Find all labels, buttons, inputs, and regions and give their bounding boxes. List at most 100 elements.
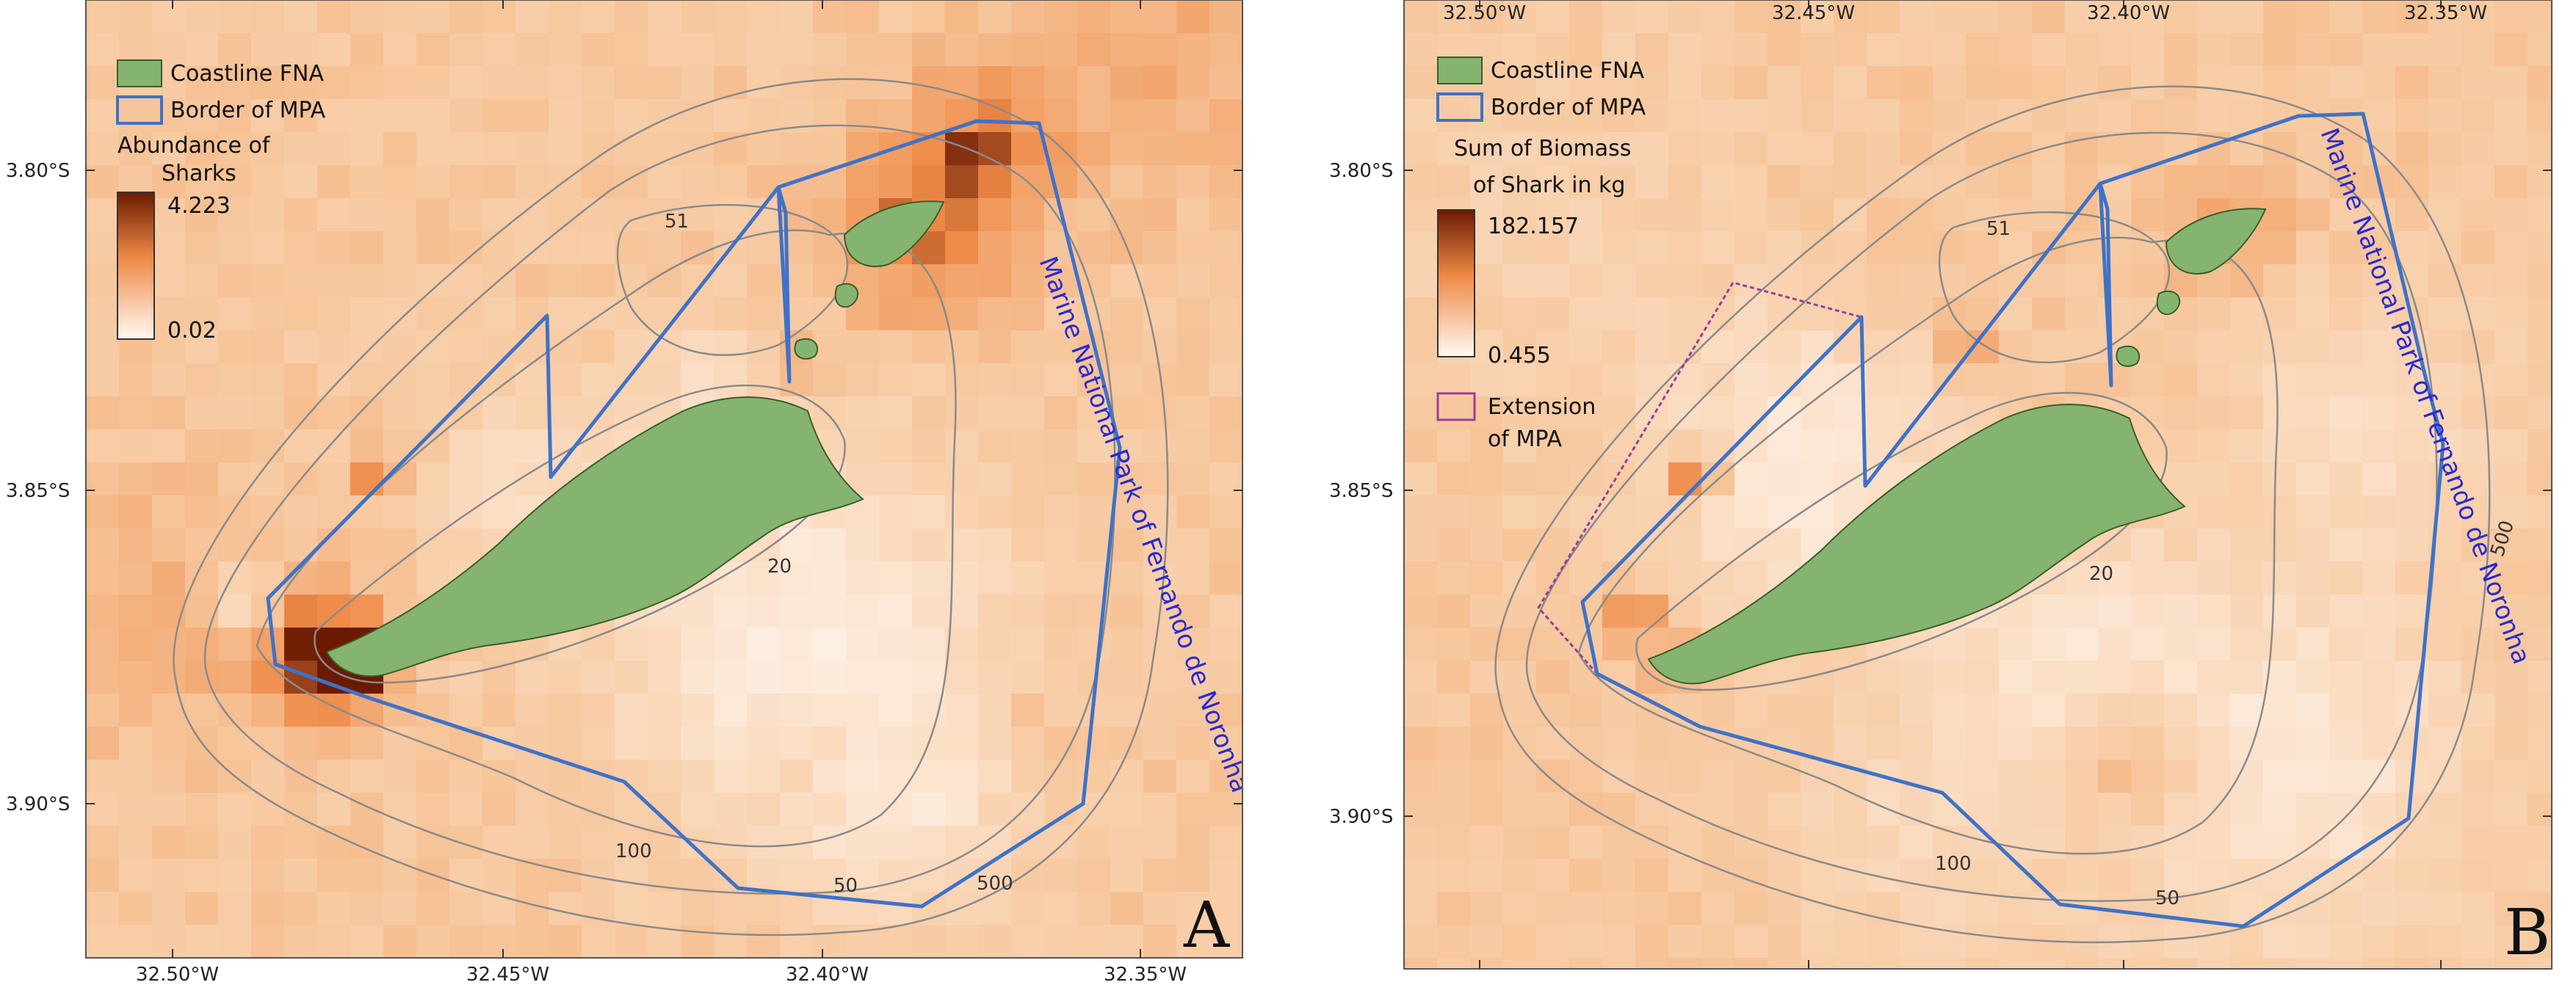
- grid-cell: [1734, 33, 1768, 67]
- grid-cell: [1734, 793, 1768, 826]
- grid-cell: [780, 595, 814, 628]
- grid-cell: [2395, 561, 2429, 595]
- grid-cell: [1110, 925, 1144, 958]
- grid-cell: [780, 760, 814, 793]
- grid-cell: [747, 661, 781, 694]
- grid-cell: [780, 727, 814, 760]
- grid-cell: [1143, 0, 1177, 34]
- grid-cell: [350, 760, 384, 793]
- grid-cell: [2197, 661, 2231, 694]
- grid-cell: [1176, 925, 1210, 958]
- grid-cell: [1437, 694, 1471, 727]
- grid-cell: [1176, 165, 1210, 199]
- grid-cell: [1602, 33, 1636, 67]
- grid-cell: [152, 132, 186, 166]
- grid-cell: [2230, 363, 2264, 397]
- grid-cell: [1867, 231, 1900, 265]
- grid-cell: [582, 330, 615, 364]
- grid-cell: [747, 694, 781, 727]
- grid-cell: [1044, 661, 1078, 694]
- grid-cell: [1900, 661, 1933, 694]
- grid-cell: [1176, 33, 1210, 67]
- grid-cell: [2461, 0, 2495, 34]
- grid-cell: [2329, 760, 2363, 793]
- grid-cell: [86, 99, 120, 133]
- grid-cell: [1602, 231, 1636, 265]
- grid-cell: [1867, 264, 1900, 298]
- grid-cell: [185, 297, 219, 331]
- grid-cell: [1602, 330, 1636, 364]
- grid-cell: [1966, 859, 2000, 893]
- grid-cell: [912, 528, 946, 562]
- grid-cell: [2329, 628, 2363, 661]
- grid-cell: [1834, 33, 1867, 67]
- grid-cell: [482, 165, 516, 199]
- grid-cell: [1801, 33, 1834, 67]
- grid-cell: [1143, 760, 1177, 793]
- legend-coastline-label: Coastline FNA: [1491, 58, 1644, 84]
- grid-cell: [1437, 165, 1471, 199]
- grid-cell: [2329, 859, 2363, 893]
- grid-cell: [2164, 925, 2198, 959]
- grid-cell: [251, 33, 285, 67]
- grid-cell: [1176, 264, 1210, 298]
- grid-cell: [2428, 297, 2462, 331]
- grid-cell: [945, 0, 979, 34]
- grid-cell: [1011, 661, 1045, 694]
- legend-swatch-coastline: [1437, 57, 1483, 84]
- grid-cell: [1602, 198, 1636, 232]
- grid-cell: [747, 297, 781, 331]
- grid-cell: [1437, 561, 1471, 595]
- grid-cell: [317, 462, 351, 496]
- grid-cell: [2296, 363, 2330, 397]
- grid-cell: [2461, 429, 2495, 463]
- grid-cell: [416, 330, 450, 364]
- grid-cell: [482, 793, 516, 826]
- grid-cell: [152, 462, 186, 496]
- grid-cell: [1966, 925, 2000, 959]
- grid-cell: [2528, 826, 2552, 859]
- grid-cell: [1143, 165, 1177, 199]
- grid-cell: [2296, 793, 2330, 826]
- grid-cell: [482, 363, 516, 397]
- grid-cell: [416, 66, 450, 100]
- grid-cell: [1110, 727, 1144, 760]
- islet: [794, 338, 819, 360]
- grid-cell: [515, 363, 549, 397]
- grid-cell: [2362, 892, 2396, 926]
- grid-cell: [1999, 694, 2033, 727]
- grid-cell: [350, 231, 384, 265]
- grid-cell: [780, 793, 814, 826]
- grid-cell: [2263, 396, 2297, 430]
- grid-cell: [1768, 694, 1801, 727]
- grid-cell: [1143, 132, 1177, 166]
- grid-cell: [1734, 99, 1768, 133]
- grid-cell: [1503, 925, 1537, 959]
- grid-cell: [1768, 528, 1801, 562]
- grid-cell: [2263, 429, 2297, 463]
- grid-cell: [2065, 793, 2099, 826]
- grid-cell: [1867, 892, 1900, 926]
- grid-cell: [1768, 132, 1801, 166]
- grid-cell: [2329, 793, 2363, 826]
- grid-cell: [912, 165, 946, 199]
- grid-cell: [879, 99, 913, 133]
- grid-cell: [747, 330, 781, 364]
- grid-cell: [2428, 925, 2462, 959]
- grid-cell: [978, 0, 1012, 34]
- grid-cell: [1768, 925, 1801, 959]
- grid-cell: [2164, 66, 2198, 100]
- grid-cell: [1143, 66, 1177, 100]
- grid-cell: [1801, 958, 1834, 969]
- grid-cell: [549, 826, 582, 859]
- grid-cell: [1701, 363, 1735, 397]
- grid-cell: [416, 429, 450, 463]
- grid-cell: [1569, 694, 1603, 727]
- grid-cell: [1734, 231, 1768, 265]
- grid-cell: [2362, 628, 2396, 661]
- grid-cell: [978, 297, 1012, 331]
- grid-cell: [1635, 925, 1669, 959]
- grid-cell: [1143, 892, 1177, 926]
- grid-cell: [119, 727, 153, 760]
- grid-cell: [978, 231, 1012, 265]
